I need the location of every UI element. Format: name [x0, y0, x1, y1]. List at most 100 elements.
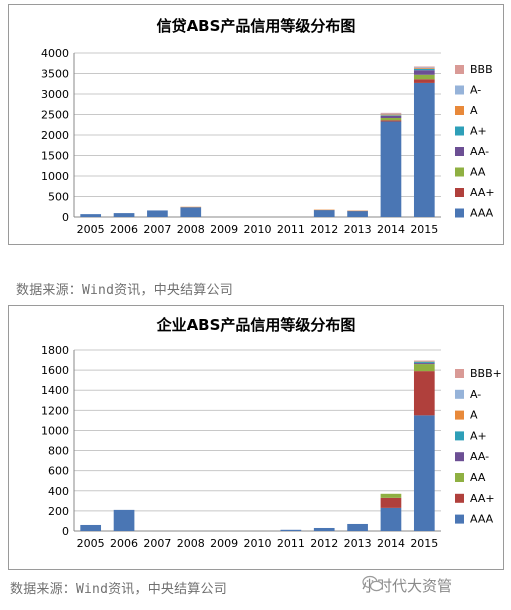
credit-abs-chart-panel: 信贷ABS产品信用等级分布图 0 500 1000 1500 2000 2500 3000 3…: [8, 4, 504, 245]
bar-segment-AAA-2015: [413, 415, 435, 531]
bar-segment-AAA-2013: [347, 210, 368, 217]
legend-swatch-AAA: [455, 208, 464, 218]
bar-segment-AAA-2011: [280, 529, 302, 531]
legend-label-BBB: BBB: [470, 63, 493, 76]
legend-label-AA+: AA+: [470, 186, 495, 199]
x-tick-label: 2012: [310, 537, 338, 550]
bar-segment-A-2015: [413, 361, 435, 363]
legend-label-AA+: AA+: [470, 492, 495, 505]
bar-segment-A+-2015: [413, 68, 435, 71]
legend-label-A: A: [470, 104, 478, 117]
bar-segment-AA+-2015: [413, 79, 435, 83]
legend-swatch-BBB: [455, 65, 464, 74]
y-tick-label: 1800: [41, 344, 69, 357]
legend-label-AAA: AAA: [470, 513, 494, 526]
legend-swatch-BBB+: [455, 369, 464, 378]
bar-segment-AAA-2014: [380, 121, 402, 217]
y-tick-label: 1000: [41, 424, 69, 437]
y-tick-label: 1000: [41, 170, 69, 183]
y-tick-label: 0: [62, 525, 69, 538]
bar-segment-AAA-2006: [113, 213, 135, 217]
bar-segment-AAA-2007: [147, 210, 168, 217]
bar-segment-AAA-2008: [180, 207, 202, 217]
legend-swatch-A-: [455, 389, 464, 399]
y-tick-label: 1400: [41, 384, 69, 397]
bar-segment-AAA-2013: [347, 523, 368, 531]
bar-segment-AAA-2012: [313, 210, 335, 217]
legend-label-AAA: AAA: [470, 207, 494, 220]
bar-segment-AAA-2015: [413, 82, 435, 218]
y-tick-label: 800: [48, 445, 69, 458]
bar-segment-AA+-2014: [380, 497, 402, 508]
enterprise-abs-chart: 0 200 400 600 800 1000 1200 1400 1600 1800 2005 200…: [41, 344, 502, 550]
x-tick-label: 2005: [77, 223, 105, 236]
bar-segment-A+-2015: [413, 362, 435, 364]
x-tick-label: 2010: [244, 223, 272, 236]
bar-segment-A--2014: [380, 113, 402, 115]
bar-segment-A-2012: [313, 209, 335, 211]
x-tick-label: 2009: [210, 223, 238, 236]
y-tick-label: 2500: [41, 109, 69, 122]
enterprise-abs-chart-panel: 企业ABS产品信用等级分布图 0 200 400 600 800 1000 1200 1400…: [8, 305, 504, 570]
legend-label-A-: A-: [470, 388, 481, 401]
x-tick-label: 2013: [344, 537, 372, 550]
x-tick-label: 2013: [344, 223, 372, 236]
legend-swatch-AA+: [455, 188, 464, 197]
legend-label-A+: A+: [470, 429, 487, 442]
bar-segment-A-2014: [380, 114, 402, 116]
bar-segment-BBB-2014: [380, 112, 402, 114]
y-tick-label: 1600: [41, 364, 69, 377]
legend-label-AA-: AA-: [470, 450, 489, 463]
bar-segment-AAA-2012: [313, 527, 335, 531]
bar-segment-A-2013: [347, 210, 368, 212]
legend-swatch-A: [455, 410, 464, 420]
legend-swatch-A: [455, 106, 464, 115]
bar-segment-AA-2014: [380, 117, 402, 121]
data-source-note: 数据来源：Wind资讯，中央结算公司: [10, 582, 227, 597]
x-tick-label: 2015: [410, 223, 438, 236]
y-tick-label: 4000: [41, 47, 69, 60]
x-tick-label: 2005: [77, 537, 105, 550]
bar-segment-A-2015: [413, 68, 435, 69]
legend-swatch-A+: [455, 126, 464, 136]
x-tick-label: 2011: [277, 537, 305, 550]
bar-segment-A+-2014: [380, 115, 402, 116]
bar-segment-AA+-2014: [380, 120, 402, 122]
y-tick-label: 1500: [41, 150, 69, 163]
watermark-text: 小时代大资管: [362, 577, 453, 595]
legend-swatch-AAA: [455, 514, 464, 524]
y-tick-label: 400: [48, 485, 69, 498]
y-tick-label: 500: [48, 191, 69, 204]
x-tick-label: 2012: [310, 223, 338, 236]
legend-swatch-A-: [455, 85, 464, 95]
bar-segment-BBB+-2015: [413, 360, 435, 362]
legend-swatch-A+: [455, 431, 464, 441]
bar-segment-AAA-2005: [80, 214, 102, 217]
bar-segment-AA+-2015: [413, 371, 435, 416]
y-tick-label: 2000: [41, 129, 69, 142]
bar-segment-AA-2015: [413, 364, 435, 372]
y-tick-label: 1200: [41, 404, 69, 417]
legend-label-AA-: AA-: [470, 145, 489, 158]
x-tick-label: 2015: [410, 537, 438, 550]
credit-abs-chart: 0 500 1000 1500 2000 2500 3000 3500 4000 2005 2006…: [41, 47, 495, 236]
bar-segment-BBB-2015: [413, 66, 435, 68]
legend-swatch-AA+: [455, 493, 464, 503]
y-tick-label: 600: [48, 465, 69, 478]
x-tick-label: 2010: [244, 537, 272, 550]
x-tick-label: 2014: [377, 223, 405, 236]
bar-segment-A-2008: [180, 206, 202, 208]
bar-segment-A--2015: [413, 67, 435, 69]
x-tick-label: 2007: [143, 537, 171, 550]
legend-label-BBB+: BBB+: [470, 367, 502, 380]
bar-segment-AAA-2005: [80, 524, 102, 531]
bar-segment-AAA-2014: [380, 507, 402, 531]
legend-label-AA: AA: [470, 166, 486, 179]
x-tick-label: 2008: [177, 537, 205, 550]
y-tick-label: 3000: [41, 88, 69, 101]
x-tick-label: 2007: [143, 223, 171, 236]
bar-segment-AA--2014: [380, 115, 402, 118]
legend-swatch-AA-: [455, 147, 464, 156]
bar-segment-AA-2015: [413, 74, 435, 80]
legend-swatch-AA: [455, 473, 464, 482]
